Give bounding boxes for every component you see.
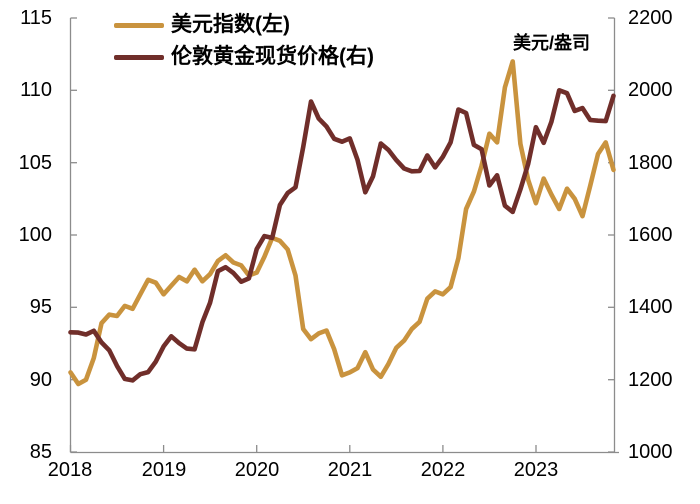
left-axis-tick-105: 105 xyxy=(18,152,52,174)
gold-price-line-swatch xyxy=(114,54,164,60)
series-line xyxy=(68,59,616,387)
right-axis-tick-1400: 1400 xyxy=(628,296,673,318)
series-line xyxy=(68,88,616,383)
right-axis-tick-1600: 1600 xyxy=(628,224,673,246)
left-axis-tick-85: 85 xyxy=(29,441,52,463)
right-axis-tick-1000: 1000 xyxy=(628,441,673,463)
right-axis-tick-1200: 1200 xyxy=(628,369,673,391)
left-axis-tick-110: 110 xyxy=(20,79,52,101)
right-axis-tick-2200: 2200 xyxy=(628,7,673,29)
x-axis-tick-2021: 2021 xyxy=(327,459,373,481)
left-axis-tick-100: 100 xyxy=(18,224,52,246)
dxy-line-swatch xyxy=(114,22,164,28)
right-axis-tick-2000: 2000 xyxy=(628,79,673,101)
legend-item-gold-price: 伦敦黄金现货价格(右) xyxy=(114,45,374,69)
x-axis-tick-2020: 2020 xyxy=(234,459,280,481)
right-axis-unit-label: 美元/盎司 xyxy=(512,33,590,53)
right-axis-tick-1800: 1800 xyxy=(628,152,673,174)
left-axis-tick-90: 90 xyxy=(29,369,52,391)
legend-label-dxy: 美元指数(左) xyxy=(171,13,290,36)
left-axis-tick-95: 95 xyxy=(29,296,52,318)
x-axis-tick-2018: 2018 xyxy=(47,459,93,481)
x-axis-tick-2023: 2023 xyxy=(513,459,559,481)
x-axis-tick-2019: 2019 xyxy=(141,459,187,481)
legend-item-dxy: 美元指数(左) xyxy=(114,13,290,37)
legend-label-gold-price: 伦敦黄金现货价格(右) xyxy=(171,45,374,68)
x-axis-tick-2022: 2022 xyxy=(420,459,466,481)
left-axis-tick-115: 115 xyxy=(20,7,52,29)
